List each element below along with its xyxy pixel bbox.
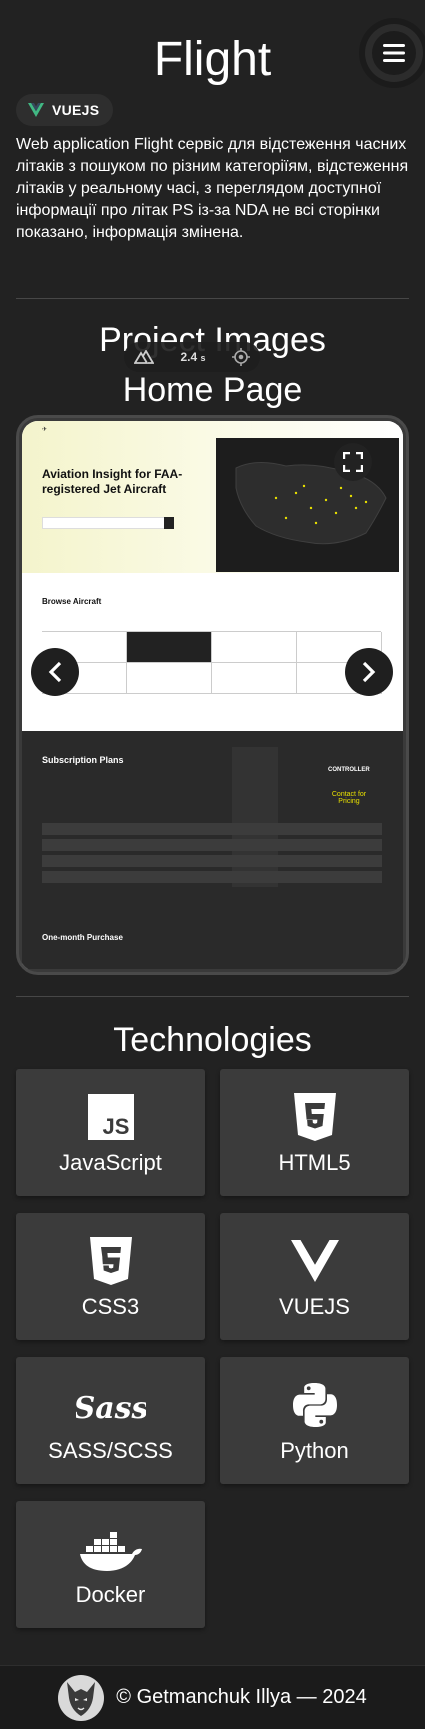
screenshot-hero-heading: Aviation Insight for FAA-registered Jet … [42,467,183,496]
page-title: Flight [153,33,272,86]
tech-label: CSS3 [81,1294,140,1319]
menu-button[interactable] [365,24,423,82]
browse-cell [212,663,297,694]
tech-label: VUEJS [279,1294,350,1319]
screenshot-contact-label: Contact for Pricing [331,791,367,805]
screenshot-nav: ✈ [22,421,403,437]
tech-label: Python [280,1438,349,1463]
screenshot-controller-label: CONTROLLER [328,767,370,773]
html5-icon [293,1093,336,1141]
browse-cell [127,663,212,694]
browse-cell [297,632,382,663]
docker-icon [79,1532,142,1571]
fullscreen-icon [343,452,363,472]
tech-card-html5: HTML5 [220,1069,409,1196]
screenshot-subscription-title: Subscription Plans [42,755,124,765]
tech-card-python: Python [220,1357,409,1484]
tech-card-vuejs: VUEJS [220,1213,409,1340]
screenshot-subscription-section: Subscription Plans CONTROLLER Contact fo… [22,731,403,969]
vuejs-icon [28,103,44,117]
project-description: Web application Flight сервіс для відсте… [16,136,409,241]
screenshot-search [42,517,174,529]
svg-text:JS: JS [102,1114,129,1139]
plan-row [42,855,382,867]
timer-value: 2.4 s [180,350,206,364]
plan-row [42,823,382,835]
chevron-right-icon [362,661,376,683]
plan-row [42,839,382,851]
screenshot-browse-title: Browse Aircraft [42,597,102,606]
footer: © Getmanchuk Illya — 2024 [0,1665,425,1729]
technology-tag: VUEJS [16,94,114,126]
plan-row [42,871,382,883]
copyright: © Getmanchuk Illya — 2024 [116,1686,367,1708]
section-title-technologies: Technologies [113,1021,312,1059]
screenshot-hero: ✈ Aviation Insight for FAA-registered Je… [22,421,403,573]
divider [16,996,409,997]
avatar [58,1674,105,1721]
vuejs-icon [290,1240,339,1282]
screenshot-one-month-title: One-month Purchase [42,933,123,942]
hamburger-icon [383,44,405,62]
slide-title: Home Page [122,371,303,409]
tech-card-css3: CSS3 [16,1213,205,1340]
sass-icon: Sass [76,1391,146,1426]
tech-label: HTML5 [278,1150,351,1175]
tech-label: SASS/SCSS [48,1438,173,1463]
crosshair-icon [231,348,250,366]
tech-label: Docker [75,1582,146,1607]
screenshot-browse-grid [42,631,382,694]
chevron-left-icon [48,661,62,683]
fullscreen-button[interactable] [334,443,372,481]
project-screenshot: ✈ Aviation Insight for FAA-registered Je… [22,421,403,969]
carousel-next-button[interactable] [345,648,393,696]
divider [16,298,409,299]
tech-label: JavaScript [59,1150,162,1175]
browse-cell [42,632,127,663]
wolf-logo-icon [67,1681,96,1716]
screenshot-plan-rows [42,823,382,887]
browse-cell [127,632,212,663]
tag-label: VUEJS [52,102,100,118]
carousel-prev-button[interactable] [31,648,79,696]
screenshot-search-button [164,517,174,529]
map-graphic [235,462,387,545]
python-icon [292,1383,337,1427]
load-timer: 2.4 s [124,342,260,372]
svg-text:Sass: Sass [76,1391,146,1426]
nuxt-icon [134,350,154,364]
tech-card-javascript: JS JavaScript [16,1069,205,1196]
css3-icon [89,1237,132,1285]
tech-card-sass: Sass SASS/SCSS [16,1357,205,1484]
site-logo-icon: ✈ [42,426,48,433]
javascript-icon: JS [87,1094,134,1140]
browse-cell [212,632,297,663]
tech-card-docker: Docker [16,1501,205,1628]
browse-cell [42,663,127,694]
image-carousel[interactable]: ✈ Aviation Insight for FAA-registered Je… [16,415,409,975]
